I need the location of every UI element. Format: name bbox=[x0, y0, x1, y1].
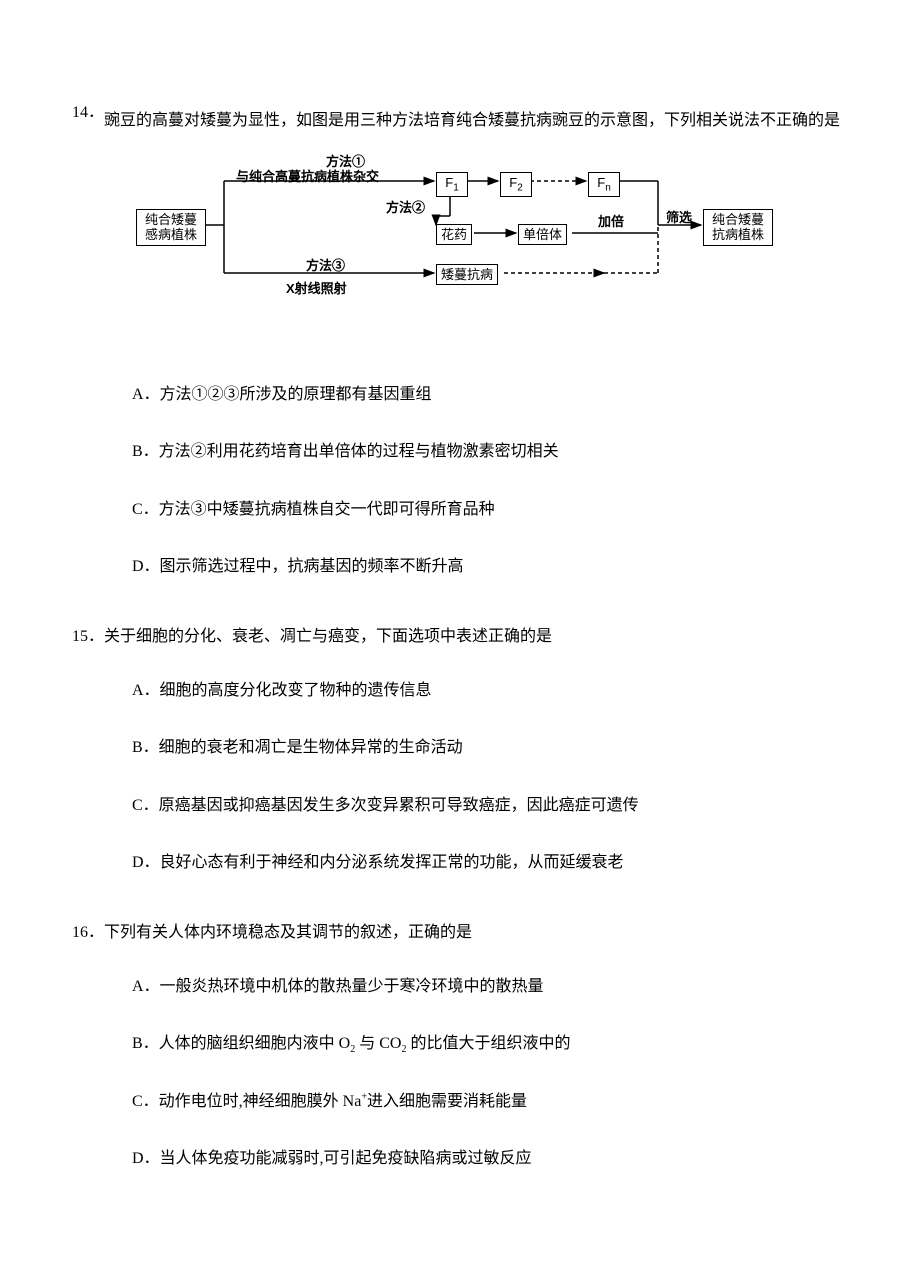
q16-b-pre: B．人体的脑组织细胞内液中 O bbox=[132, 1035, 350, 1052]
q16-stem: 16． 下列有关人体内环境稳态及其调节的叙述，正确的是 bbox=[72, 920, 848, 946]
q15-opt-d: D．良好心态有利于神经和内分泌系统发挥正常的功能，从而延缓衰老 bbox=[132, 834, 848, 892]
q14-diagram: 纯合矮蔓 感病植株 方法① 与纯合高蔓抗病植株杂交 F1 F2 Fn 方法② bbox=[136, 156, 776, 306]
exam-page: 14． 豌豆的高蔓对矮蔓为显性，如图是用三种方法培育纯合矮蔓抗病豌豆的示意图，下… bbox=[0, 0, 920, 1276]
q16-c-pre: C．动作电位时,神经细胞膜外 Na bbox=[132, 1093, 361, 1110]
q14-stem: 14． 豌豆的高蔓对矮蔓为显性，如图是用三种方法培育纯合矮蔓抗病豌豆的示意图，下… bbox=[72, 100, 848, 142]
end-box: 纯合矮蔓 抗病植株 bbox=[703, 209, 773, 246]
method2-label: 方法② bbox=[386, 200, 425, 216]
q16-opt-b: B．人体的脑组织细胞内液中 O2 与 CO2 的比值大于组织液中的 bbox=[132, 1015, 848, 1073]
q16-opt-a: A．一般炎热环境中机体的散热量少于寒冷环境中的散热量 bbox=[132, 958, 848, 1016]
q16-b-mid1: 与 CO bbox=[355, 1035, 401, 1052]
fn-text: F bbox=[597, 175, 605, 190]
question-15: 15． 关于细胞的分化、衰老、凋亡与癌变，下面选项中表述正确的是 A．细胞的高度… bbox=[72, 624, 848, 892]
q15-text: 关于细胞的分化、衰老、凋亡与癌变，下面选项中表述正确的是 bbox=[104, 624, 848, 650]
q16-options: A．一般炎热环境中机体的散热量少于寒冷环境中的散热量 B．人体的脑组织细胞内液中… bbox=[72, 958, 848, 1188]
start-box-l1: 纯合矮蔓 感病植株 bbox=[145, 212, 197, 243]
fn-sub: n bbox=[605, 182, 611, 193]
q14-opt-c: C．方法③中矮蔓抗病植株自交一代即可得所育品种 bbox=[132, 481, 848, 539]
question-16: 16． 下列有关人体内环境稳态及其调节的叙述，正确的是 A．一般炎热环境中机体的… bbox=[72, 920, 848, 1188]
q16-text: 下列有关人体内环境稳态及其调节的叙述，正确的是 bbox=[104, 920, 848, 946]
q16-c-post: 进入细胞需要消耗能量 bbox=[367, 1093, 527, 1110]
q14-options: A．方法①②③所涉及的原理都有基因重组 B．方法②利用花药培育出单倍体的过程与植… bbox=[72, 366, 848, 596]
q14-number: 14． bbox=[72, 100, 104, 142]
method3-desc: X射线照射 bbox=[286, 281, 347, 297]
q15-opt-a: A．细胞的高度分化改变了物种的遗传信息 bbox=[132, 662, 848, 720]
method1-desc: 与纯合高蔓抗病植株杂交 bbox=[236, 169, 379, 185]
f1-box: F1 bbox=[436, 172, 468, 198]
f2-text: F bbox=[509, 175, 517, 190]
method3-label: 方法③ bbox=[306, 258, 345, 274]
f1-text: F bbox=[445, 175, 453, 190]
f2-sub: 2 bbox=[517, 182, 523, 193]
q14-opt-a: A．方法①②③所涉及的原理都有基因重组 bbox=[132, 366, 848, 424]
end-box-text: 纯合矮蔓 抗病植株 bbox=[712, 212, 764, 243]
q15-stem: 15． 关于细胞的分化、衰老、凋亡与癌变，下面选项中表述正确的是 bbox=[72, 624, 848, 650]
q15-opt-c: C．原癌基因或抑癌基因发生多次变异累积可导致癌症，因此癌症可遗传 bbox=[132, 777, 848, 835]
double-label: 加倍 bbox=[598, 214, 624, 230]
q14-opt-b: B．方法②利用花药培育出单倍体的过程与植物激素密切相关 bbox=[132, 423, 848, 481]
q14-text: 豌豆的高蔓对矮蔓为显性，如图是用三种方法培育纯合矮蔓抗病豌豆的示意图，下列相关说… bbox=[104, 100, 848, 142]
f1-sub: 1 bbox=[453, 182, 459, 193]
start-box: 纯合矮蔓 感病植株 bbox=[136, 209, 206, 246]
q14-opt-d: D．图示筛选过程中，抗病基因的频率不断升高 bbox=[132, 538, 848, 596]
q15-options: A．细胞的高度分化改变了物种的遗传信息 B．细胞的衰老和凋亡是生物体异常的生命活… bbox=[72, 662, 848, 892]
haploid-box: 单倍体 bbox=[518, 224, 567, 246]
anther-box: 花药 bbox=[436, 224, 472, 246]
q16-number: 16． bbox=[72, 920, 104, 946]
q16-opt-d: D．当人体免疫功能减弱时,可引起免疫缺陷病或过敏反应 bbox=[132, 1130, 848, 1188]
q15-opt-b: B．细胞的衰老和凋亡是生物体异常的生命活动 bbox=[132, 719, 848, 777]
q14-diagram-wrap: 纯合矮蔓 感病植株 方法① 与纯合高蔓抗病植株杂交 F1 F2 Fn 方法② bbox=[72, 156, 848, 306]
q16-opt-c: C．动作电位时,神经细胞膜外 Na+进入细胞需要消耗能量 bbox=[132, 1073, 848, 1131]
method1-label: 方法① bbox=[326, 154, 365, 170]
q16-b-post: 的比值大于组织液中的 bbox=[406, 1035, 570, 1052]
f2-box: F2 bbox=[500, 172, 532, 198]
question-14: 14． 豌豆的高蔓对矮蔓为显性，如图是用三种方法培育纯合矮蔓抗病豌豆的示意图，下… bbox=[72, 100, 848, 596]
q15-number: 15． bbox=[72, 624, 104, 650]
filter-label: 筛选 bbox=[666, 210, 692, 226]
dwarf-resist-box: 矮蔓抗病 bbox=[436, 264, 498, 286]
fn-box: Fn bbox=[588, 172, 620, 198]
